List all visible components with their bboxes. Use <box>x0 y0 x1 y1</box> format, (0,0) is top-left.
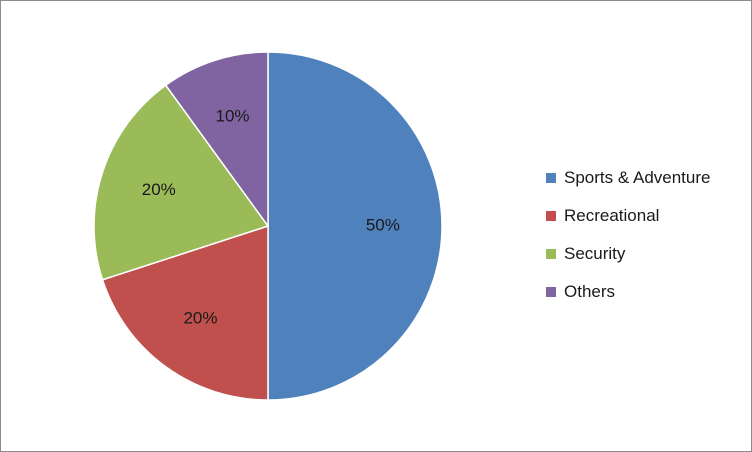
pie-data-labels: 50% 20% 20% 10% <box>142 106 400 327</box>
legend-swatch <box>546 211 556 221</box>
legend-label: Others <box>564 282 616 301</box>
legend-swatch <box>546 249 556 259</box>
legend-swatch <box>546 173 556 183</box>
slice-recreational <box>101 224 269 401</box>
slice-security <box>93 84 270 281</box>
slice-sports-adventure <box>267 51 443 401</box>
legend: Sports & Adventure Recreational Security… <box>546 159 746 311</box>
legend-label: Security <box>564 244 626 263</box>
pie-slices <box>93 51 443 401</box>
slice-others <box>164 51 269 229</box>
data-label: 20% <box>142 180 176 199</box>
legend-label: Sports & Adventure <box>564 168 711 187</box>
legend-item-sports-adventure: Sports & Adventure <box>546 159 746 197</box>
data-label: 10% <box>215 106 249 125</box>
legend-item-others: Others <box>546 273 746 311</box>
legend-item-security: Security <box>546 235 746 273</box>
data-label: 20% <box>183 308 217 327</box>
legend-label: Recreational <box>564 206 660 225</box>
data-label: 50% <box>366 215 400 234</box>
legend-item-recreational: Recreational <box>546 197 746 235</box>
legend-swatch <box>546 287 556 297</box>
